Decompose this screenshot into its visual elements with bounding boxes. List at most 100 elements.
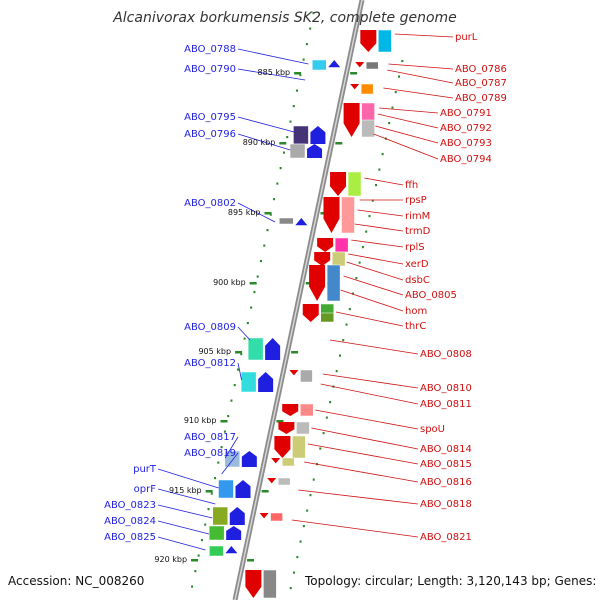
- gene-label-reverse: spoU: [420, 424, 445, 435]
- reverse-gene-arrow: [314, 252, 331, 266]
- gene-box: [263, 569, 277, 599]
- gene-box: [365, 61, 379, 70]
- gene-box: [218, 479, 234, 499]
- forward-gene-arrow: [225, 546, 238, 554]
- gene-label-reverse: xerD: [405, 259, 429, 270]
- gene-label-reverse: trmD: [405, 226, 431, 237]
- gene-label-reverse: thrC: [405, 321, 426, 332]
- gene-box: [331, 251, 346, 267]
- gene-label-forward: ABO_0790: [184, 64, 236, 75]
- kbp-label: 920 kbp: [154, 555, 187, 564]
- forward-gene-arrow: [310, 126, 326, 144]
- kbp-label: 900 kbp: [213, 278, 246, 287]
- gene-label-forward: ABO_0817: [184, 432, 236, 443]
- gene-box: [289, 143, 306, 159]
- gene-label-forward: ABO_0824: [104, 516, 156, 527]
- gene-label-reverse: rpsP: [405, 195, 427, 206]
- reverse-gene-arrow: [343, 103, 360, 137]
- reverse-gene-arrow: [302, 304, 319, 322]
- gene-label-reverse: ABO_0805: [405, 290, 457, 301]
- gene-label-forward: ABO_0796: [184, 129, 236, 140]
- gene-box: [326, 264, 341, 302]
- reverse-gene-arrow: [267, 478, 277, 484]
- gene-label-reverse: purL: [455, 32, 478, 43]
- label-leader-lines: [157, 33, 454, 551]
- forward-gene-arrow: [258, 372, 274, 392]
- gene-label-reverse: ABO_0808: [420, 349, 472, 360]
- kbp-label: 890 kbp: [243, 138, 276, 147]
- gene-box: [209, 545, 224, 557]
- kbp-label: 895 kbp: [228, 208, 261, 217]
- reverse-gene-arrow: [278, 422, 295, 434]
- gene-box: [361, 119, 375, 138]
- gene-box: [212, 506, 229, 526]
- gene-label-reverse: rimM: [405, 211, 430, 222]
- reverse-gene-arrow: [271, 458, 281, 464]
- forward-gene-arrow: [241, 451, 257, 467]
- reverse-gene-arrow: [355, 62, 365, 68]
- gene-features: [208, 29, 392, 599]
- gene-box: [240, 371, 257, 393]
- gene-box: [360, 83, 374, 95]
- gene-label-reverse: ABO_0814: [420, 444, 472, 455]
- gene-box: [277, 477, 291, 486]
- gene-box: [293, 125, 309, 145]
- reverse-gene-arrow: [289, 370, 299, 376]
- kbp-label: 905 kbp: [198, 347, 231, 356]
- reverse-gene-arrow: [282, 404, 299, 416]
- kbp-label: 915 kbp: [169, 486, 202, 495]
- forward-gene-arrow: [295, 218, 308, 226]
- gene-box: [281, 457, 295, 467]
- accession-text: Accession: NC_008260: [8, 574, 144, 588]
- gene-label-reverse: ABO_0810: [420, 383, 472, 394]
- topology-text: Topology: circular; Length: 3,120,143 bp…: [304, 574, 600, 588]
- gene-label-reverse: ABO_0791: [440, 108, 492, 119]
- gene-label-reverse: rplS: [405, 242, 425, 253]
- gene-label-reverse: ABO_0792: [440, 123, 492, 134]
- gene-box: [299, 403, 314, 417]
- genome-backbone: [232, 0, 365, 600]
- gene-box: [347, 171, 362, 197]
- gene-label-forward: ABO_0809: [184, 322, 236, 333]
- gene-label-reverse: ABO_0821: [420, 532, 472, 543]
- reverse-gene-arrow: [309, 265, 326, 301]
- reverse-gene-arrow: [317, 238, 334, 252]
- gene-label-forward: ABO_0812: [184, 358, 236, 369]
- gene-label-forward: oprF: [134, 484, 157, 495]
- gene-label-forward: ABO_0825: [104, 532, 156, 543]
- gene-label-forward: ABO_0823: [104, 500, 156, 511]
- gene-box: [292, 435, 306, 459]
- gene-box: [341, 196, 355, 234]
- gene-label-forward: ABO_0819: [184, 448, 236, 459]
- gene-box: [270, 512, 283, 522]
- gene-box: [279, 217, 294, 225]
- gene-box: [296, 421, 310, 435]
- reverse-gene-arrow: [245, 570, 262, 598]
- reverse-gene-arrow: [323, 197, 340, 233]
- reverse-gene-arrow: [259, 513, 269, 519]
- gene-label-reverse: hom: [405, 306, 427, 317]
- forward-gene-arrow: [265, 338, 281, 360]
- forward-gene-arrow: [235, 480, 251, 498]
- gene-label-reverse: ffh: [405, 180, 418, 191]
- gene-box: [247, 337, 264, 361]
- gene-label-forward: purT: [133, 464, 157, 475]
- gene-label-reverse: ABO_0815: [420, 459, 472, 470]
- forward-gene-arrow: [229, 507, 245, 525]
- gene-box: [320, 312, 334, 323]
- gene-label-forward: ABO_0795: [184, 112, 236, 123]
- gene-label-reverse: ABO_0787: [455, 78, 507, 89]
- forward-gene-arrow: [328, 60, 341, 68]
- gene-label-reverse: dsbC: [405, 275, 430, 286]
- kbp-labels: 885 kbp 890 kbp 895 kbp 900 kbp 905 kbp 910 k…: [154, 68, 290, 564]
- gene-label-reverse: ABO_0786: [455, 64, 507, 75]
- gene-label-reverse: ABO_0789: [455, 93, 507, 104]
- gene-box: [334, 237, 349, 253]
- gene-label-forward: ABO_0802: [184, 198, 236, 209]
- gene-labels: ABO_0788 ABO_0790 ABO_0795 ABO_0796 ABO_0802…: [104, 32, 507, 543]
- gene-box: [378, 29, 392, 53]
- reverse-gene-arrow: [274, 436, 291, 458]
- kbp-label: 885 kbp: [258, 68, 291, 77]
- gene-label-reverse: ABO_0818: [420, 499, 472, 510]
- gene-box: [311, 59, 327, 71]
